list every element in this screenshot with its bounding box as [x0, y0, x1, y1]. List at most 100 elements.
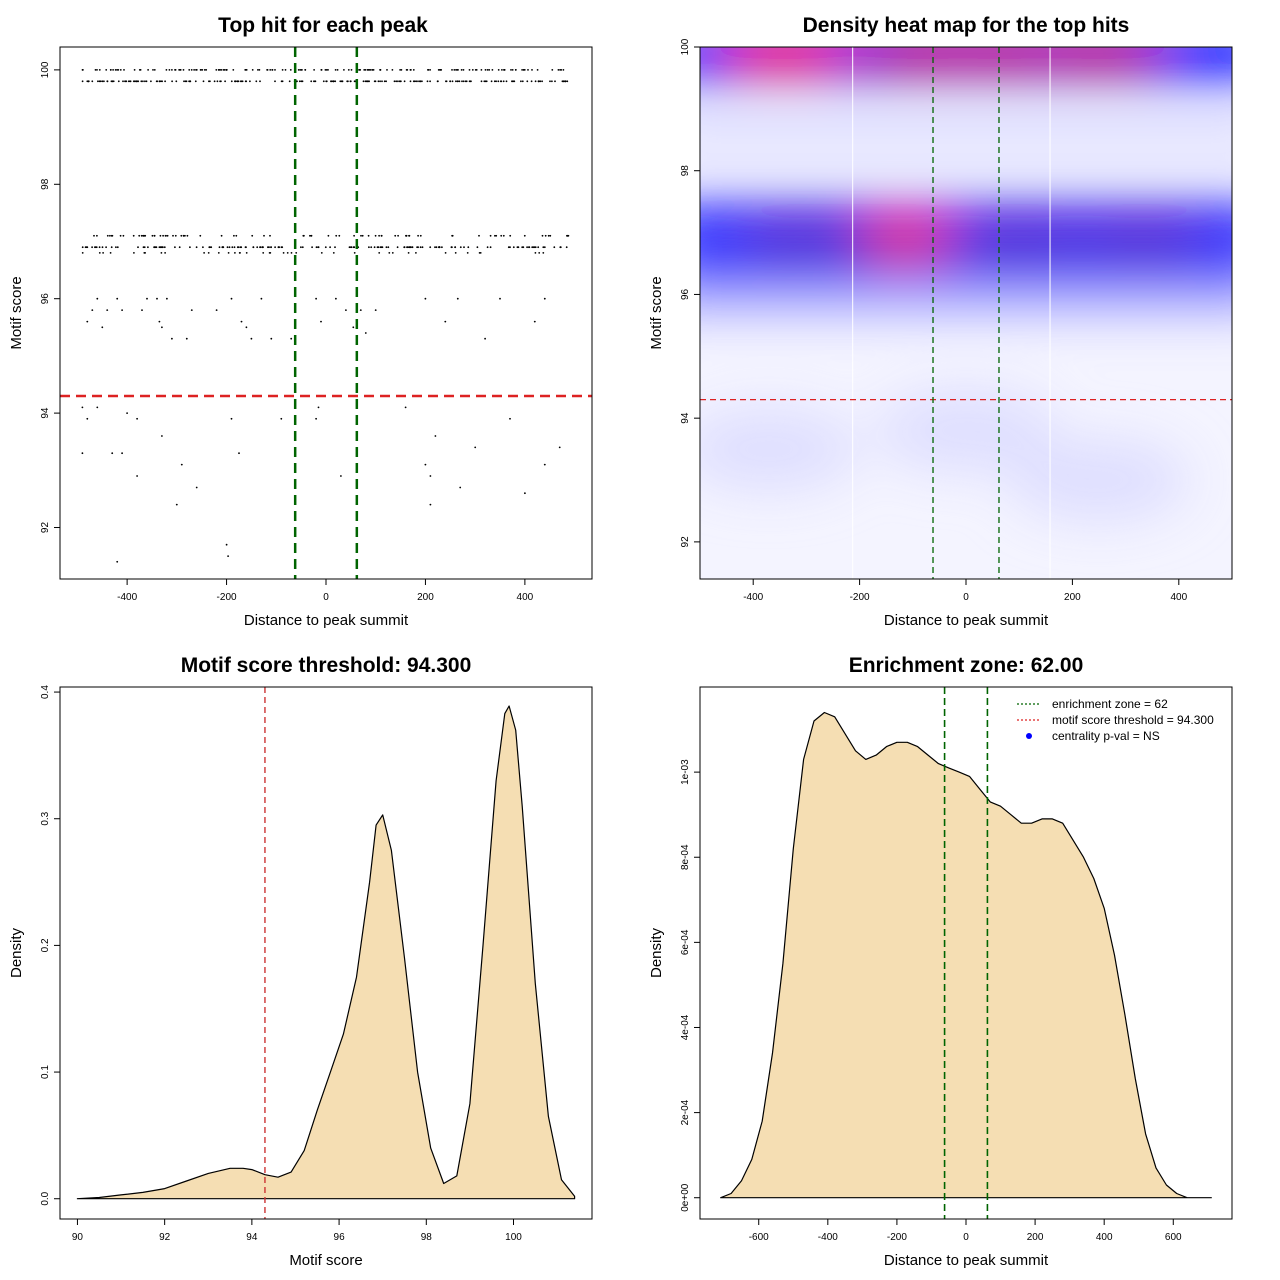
- data-point: [280, 246, 283, 249]
- data-point: [554, 80, 556, 83]
- density-curve: [76, 705, 576, 1200]
- data-point: [537, 80, 540, 83]
- data-point: [361, 234, 364, 237]
- data-point: [410, 69, 412, 71]
- data-point: [564, 80, 566, 83]
- plot-frame: [59, 686, 593, 1220]
- data-point: [235, 234, 238, 237]
- density-curve: [720, 711, 1212, 1199]
- data-point: [543, 246, 546, 249]
- data-point: [218, 246, 221, 249]
- data-point: [81, 406, 84, 409]
- data-point: [162, 234, 165, 237]
- data-point: [363, 69, 366, 71]
- data-point: [315, 246, 318, 249]
- data-point: [400, 69, 403, 71]
- data-point: [543, 297, 546, 300]
- plot-background: [60, 47, 592, 579]
- data-point: [370, 246, 373, 249]
- data-point: [373, 80, 376, 83]
- data-point: [539, 80, 542, 83]
- data-point: [330, 80, 333, 83]
- data-point: [484, 69, 487, 71]
- data-point: [474, 69, 477, 71]
- data-point: [195, 246, 198, 249]
- x-tick-label: 200: [417, 592, 434, 603]
- data-point: [230, 297, 233, 300]
- data-point: [537, 246, 540, 249]
- data-point: [444, 252, 447, 254]
- data-point: [324, 69, 327, 71]
- data-point: [478, 252, 481, 254]
- data-point: [374, 309, 377, 311]
- data-point: [415, 80, 418, 83]
- data-point: [376, 246, 379, 249]
- data-point: [409, 246, 412, 249]
- data-point: [274, 80, 276, 83]
- data-point: [467, 246, 470, 249]
- data-point: [347, 80, 349, 83]
- data-point: [295, 252, 298, 254]
- data-point: [188, 69, 191, 71]
- data-point: [493, 80, 496, 83]
- x-tick-label: 94: [246, 1232, 258, 1243]
- data-point: [426, 80, 429, 83]
- data-point: [429, 80, 431, 83]
- data-point: [96, 406, 99, 409]
- data-point: [226, 246, 229, 249]
- data-point: [538, 252, 541, 254]
- y-tick-label: 2e-04: [680, 1099, 691, 1125]
- data-point: [566, 234, 569, 237]
- data-point: [488, 69, 491, 71]
- data-point: [511, 69, 514, 71]
- data-point: [199, 69, 202, 71]
- data-point: [324, 246, 327, 249]
- data-point: [150, 80, 152, 83]
- data-point: [359, 309, 362, 311]
- data-point: [562, 80, 564, 83]
- axes: -400 -200 0 200 400 92 94 96 98 100: [40, 46, 593, 603]
- data-point: [359, 69, 362, 71]
- data-point: [497, 80, 500, 83]
- data-point: [190, 69, 193, 71]
- panel3-plot: 90 92 94 96 98 100 0.0 0.1 0.2 0.3 0.4: [40, 685, 593, 1243]
- data-point: [269, 69, 272, 71]
- density-band: [700, 266, 1232, 311]
- data-point: [523, 69, 526, 71]
- x-tick-label: 400: [1170, 592, 1187, 603]
- data-point: [171, 337, 173, 340]
- data-point: [524, 492, 526, 495]
- data-point: [339, 80, 342, 83]
- data-point: [161, 435, 163, 437]
- data-point: [286, 252, 289, 254]
- x-tick-label: 0: [963, 1232, 969, 1243]
- x-tick-label: 0: [963, 592, 969, 603]
- data-point: [302, 234, 305, 237]
- data-point: [403, 246, 406, 249]
- data-point: [103, 80, 105, 83]
- data-point: [379, 69, 381, 71]
- data-point: [175, 503, 178, 506]
- data-point: [417, 234, 419, 237]
- data-point: [96, 297, 99, 300]
- data-point: [230, 417, 233, 420]
- data-point: [233, 234, 235, 237]
- data-point: [142, 246, 145, 249]
- data-point: [86, 320, 89, 323]
- y-tick-label: 94: [680, 412, 691, 424]
- data-point: [146, 297, 148, 300]
- data-point: [259, 80, 261, 83]
- data-point: [386, 69, 388, 71]
- data-point: [450, 246, 453, 249]
- data-point: [462, 80, 465, 83]
- data-point: [270, 246, 272, 249]
- data-point: [222, 69, 225, 71]
- data-point: [395, 80, 398, 83]
- data-point: [565, 246, 568, 249]
- heatmap-field: [700, 47, 1232, 579]
- data-point: [234, 80, 237, 83]
- density-peak: [1009, 440, 1189, 521]
- data-point: [189, 246, 191, 249]
- data-point: [233, 246, 236, 249]
- data-point: [336, 69, 339, 71]
